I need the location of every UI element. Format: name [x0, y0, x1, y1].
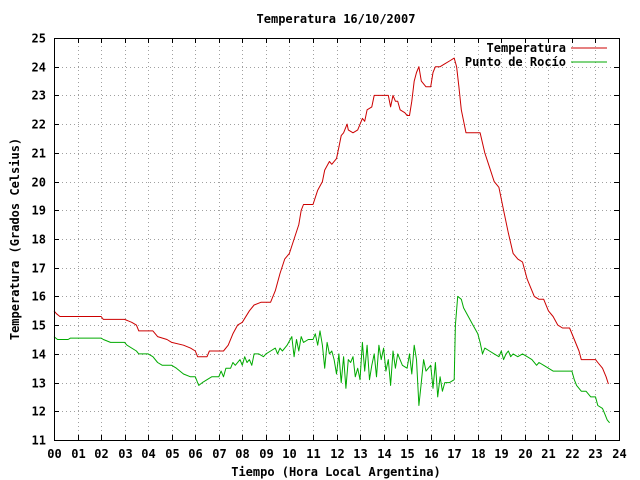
series-layer [53, 57, 610, 424]
x-tick-label: 02 [94, 447, 108, 461]
x-tick-label: 07 [212, 447, 226, 461]
x-tick-label: 18 [471, 447, 485, 461]
y-tick-label: 13 [32, 377, 46, 391]
x-tick-label: 14 [377, 447, 391, 461]
grid-layer [54, 38, 619, 440]
y-tick-label: 21 [32, 147, 46, 161]
y-tick-label: 25 [32, 32, 46, 46]
x-tick-label: 12 [330, 447, 344, 461]
chart-title: Temperatura 16/10/2007 [257, 12, 416, 26]
x-tick-label: 16 [424, 447, 438, 461]
y-tick-label: 15 [32, 319, 46, 333]
x-tick-label: 06 [188, 447, 202, 461]
ticks-layer [54, 38, 620, 441]
x-tick-label: 20 [518, 447, 532, 461]
x-tick-label: 01 [71, 447, 85, 461]
x-tick-label: 11 [306, 447, 320, 461]
y-tick-label: 22 [32, 118, 46, 132]
y-axis-label: Temperatura (Grados Celsius) [8, 138, 22, 340]
x-tick-label: 09 [259, 447, 273, 461]
y-tick-label: 24 [32, 61, 46, 75]
x-tick-label: 19 [494, 447, 508, 461]
x-tick-label: 17 [447, 447, 461, 461]
y-tick-label: 20 [32, 176, 46, 190]
x-tick-label: 03 [118, 447, 132, 461]
legend-label-punto-de-rocio: Punto de Rocío [465, 55, 566, 69]
x-tick-label: 08 [235, 447, 249, 461]
x-tick-label: 24 [612, 447, 626, 461]
y-tick-label: 12 [32, 405, 46, 419]
tick-labels-layer: 00 01 02 03 04 05 06 07 08 09 10 11 12 13 14 15 16 17 18 19… [32, 32, 627, 462]
y-tick-label: 18 [32, 233, 46, 247]
x-tick-label: 21 [541, 447, 555, 461]
y-tick-label: 14 [32, 348, 46, 362]
y-tick-label: 16 [32, 290, 46, 304]
x-tick-label: 00 [47, 447, 61, 461]
y-tick-label: 17 [32, 262, 46, 276]
series-line-temperatura [53, 57, 609, 385]
x-tick-label: 05 [165, 447, 179, 461]
y-tick-label: 19 [32, 204, 46, 218]
x-tick-label: 22 [565, 447, 579, 461]
legend: Temperatura Punto de Rocío [465, 41, 607, 69]
legend-label-temperatura: Temperatura [487, 41, 566, 55]
x-tick-label: 13 [353, 447, 367, 461]
y-tick-label: 23 [32, 89, 46, 103]
x-axis-label: Tiempo (Hora Local Argentina) [231, 465, 441, 479]
x-tick-label: 15 [400, 447, 414, 461]
x-tick-label: 23 [588, 447, 602, 461]
y-tick-label: 11 [32, 434, 46, 448]
series-line-punto-de-rocio [53, 295, 610, 424]
x-tick-label: 04 [141, 447, 155, 461]
x-tick-label: 10 [282, 447, 296, 461]
